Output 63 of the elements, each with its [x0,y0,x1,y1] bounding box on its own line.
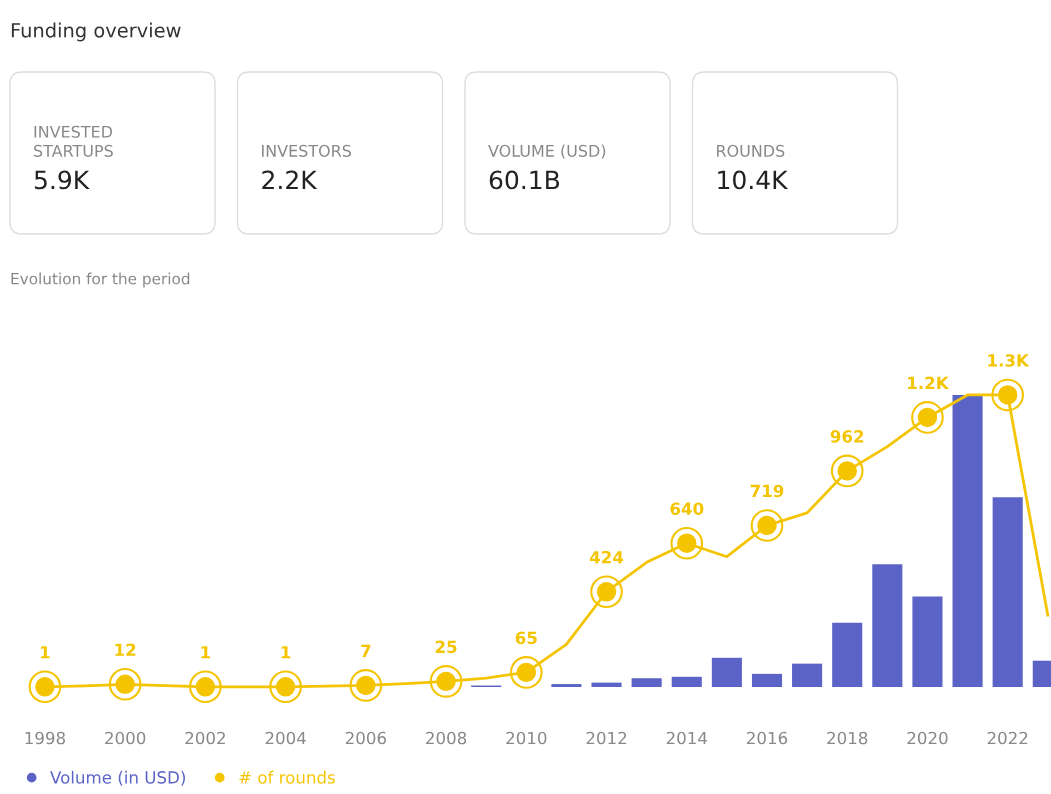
bar [671,676,702,687]
legend-label: Volume (in USD) [50,770,185,786]
text: 5.9K [34,170,90,190]
point [349,669,383,702]
bar [872,564,903,687]
data-label: 65 [515,631,537,645]
data-label: 962 [830,430,864,443]
x-tick-label: 2014 [666,731,708,745]
bar [551,684,582,687]
category-label: INVESTORS [262,144,351,157]
x-tick-label: 2012 [586,731,627,745]
point [189,670,222,704]
bar [952,394,983,687]
point [429,665,463,698]
text: 10.4K [718,170,789,190]
data-label: 640 [670,502,704,515]
x-tick-label: 2020 [907,731,948,745]
x-tick-label: 2010 [506,731,547,745]
category-label: VOLUME (USD) [488,144,606,159]
legend-label: # of rounds [239,770,335,784]
x-tick-label: 2022 [987,731,1028,745]
bar [832,622,863,687]
x-tick-label: 2018 [827,731,868,745]
bar [591,682,622,687]
data-label: 1 [41,646,50,659]
point [108,667,142,701]
text: 2.2K [262,170,318,189]
category-label: ROUNDS [717,144,785,157]
data-label: 424 [589,550,624,564]
point [911,401,944,434]
x-tick-label: 2004 [265,731,306,745]
text: 60.1B [489,170,560,190]
data-label: 7 [361,644,371,657]
bar [992,497,1023,687]
point [670,526,704,560]
bar [631,678,662,687]
data-label: 1 [281,646,291,659]
text: Funding overview [11,22,181,42]
point [590,575,623,609]
bar [711,657,742,687]
bar [751,673,783,687]
data-label: 1.2K [908,376,950,389]
category-label: INVESTED STARTUPS [34,125,113,157]
data-label: 12 [115,643,136,656]
data-label: 719 [750,484,784,498]
data-label: 1.3K [988,354,1030,367]
point [269,670,302,704]
chart-title: Evolution for the period [11,272,190,288]
x-tick-label: 1998 [25,731,65,745]
data-label: 25 [435,640,457,654]
bar [792,663,823,687]
x-tick-label: 2006 [345,731,386,745]
x-tick-label: 2000 [105,731,146,745]
point [509,656,543,689]
point [991,378,1024,412]
point [830,454,864,488]
point [28,670,62,704]
x-tick-label: 2002 [185,731,225,745]
bar [912,596,943,687]
point [750,509,784,542]
x-tick-label: 2016 [747,731,788,745]
x-tick-label: 2008 [426,731,467,745]
data-label: 1 [201,646,211,659]
